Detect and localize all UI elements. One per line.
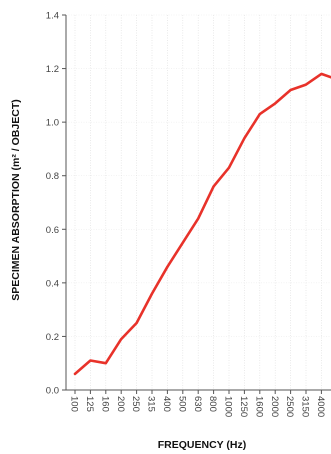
x-tick-label: 125 [84,396,95,412]
data-point [289,89,292,91]
y-tick-label: 0.2 [46,332,59,343]
x-axis-title: FREQUENCY (Hz) [158,439,246,451]
y-tick-labels: 0.0 0.2 0.4 0.6 0.8 1.0 1.2 1.4 [46,11,59,397]
data-point [197,217,200,220]
x-tick-label: 1000 [223,396,234,417]
data-point [181,241,184,244]
x-tick-label: 800 [207,396,218,412]
data-point [228,166,230,169]
x-tick-label: 400 [161,396,172,412]
x-tick-label: 1600 [253,396,264,417]
axes [62,14,331,394]
y-tick-label: 1.4 [46,11,59,22]
x-tick-label: 1250 [238,396,249,417]
y-tick-label: 0.4 [46,278,59,289]
data-point [89,359,92,362]
x-tick-label: 160 [99,396,110,412]
x-tick-labels: 100 125 160 200 250 315 400 500 630 800 1000 1250 16… [69,396,331,417]
data-point [274,102,277,105]
x-tick-label: 250 [130,396,141,412]
y-tick-label: 0.6 [46,225,59,236]
x-tick-label: 100 [69,396,80,412]
data-point [135,322,138,324]
data-point [151,292,153,295]
data-point [243,137,246,140]
x-tick-label: 630 [192,396,203,412]
y-axis-title: SPECIMEN ABSORPTION (m² / OBJECT) [10,99,22,300]
data-point [104,362,107,365]
x-tick-label: 315 [146,396,157,412]
data-point [74,373,76,375]
data-point [305,83,307,86]
y-tick-label: 0.0 [46,386,59,397]
x-tick-label: 500 [176,396,187,412]
y-tick-label: 1.2 [46,64,59,75]
data-point [120,338,123,340]
series-line [73,72,331,376]
data-point [258,113,261,115]
series-layer [73,72,331,376]
x-tick-label: 2500 [284,396,295,417]
x-tick-label: 2000 [269,396,280,417]
data-point [320,73,323,75]
x-tick-label: 4000 [315,396,326,417]
y-tick-label: 0.8 [46,171,59,182]
data-point [166,265,169,268]
y-tick-label: 1.0 [46,118,59,129]
data-point [212,185,215,188]
x-tick-label: 3150 [300,396,311,417]
x-tick-label: 200 [115,396,126,412]
grid [66,14,331,390]
